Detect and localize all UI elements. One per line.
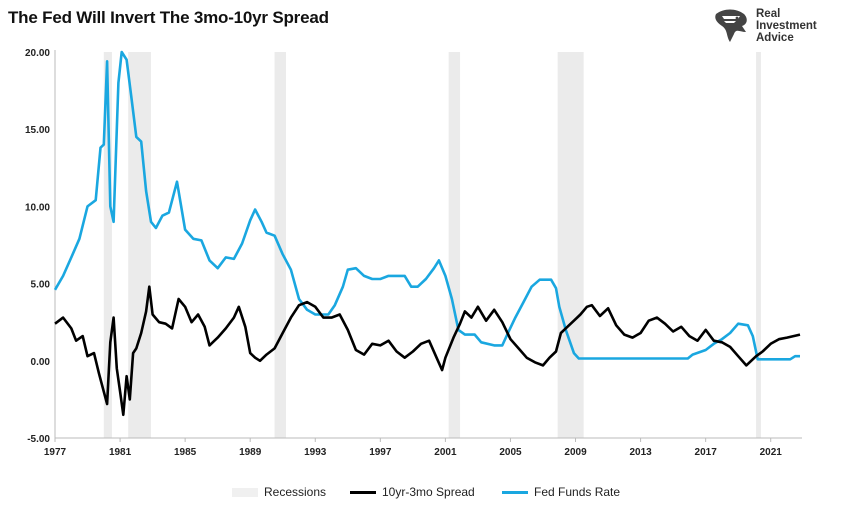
x-tick-label: 1997 (369, 447, 392, 458)
x-tick-label: 2005 (499, 447, 522, 458)
x-tick-label: 2001 (434, 447, 457, 458)
chart-title: The Fed Will Invert The 3mo-10yr Spread (8, 8, 329, 27)
x-tick-label: 2017 (695, 447, 718, 458)
legend-item-fed-funds: Fed Funds Rate (502, 485, 620, 499)
y-tick-label: 20.00 (25, 48, 50, 59)
logo-line-1: Real (756, 8, 781, 20)
legend-swatch-spread (350, 490, 376, 494)
legend-item-recessions: Recessions (232, 485, 326, 499)
logo-line-2: Investment (756, 20, 817, 32)
recession-band (557, 52, 584, 438)
x-tick-label: 1977 (44, 447, 67, 458)
y-tick-label: 15.00 (25, 125, 50, 136)
recession-band (448, 52, 461, 438)
recession-band (274, 52, 286, 438)
x-tick-label: 1993 (304, 447, 327, 458)
chart-legend: Recessions 10yr-3mo Spread Fed Funds Rat… (0, 485, 846, 505)
y-tick-label: -5.00 (27, 434, 50, 445)
logo-line-3: Advice (756, 32, 794, 44)
recession-bands (103, 52, 761, 438)
legend-label-fed-funds: Fed Funds Rate (534, 485, 621, 499)
legend-swatch-fed-funds (502, 490, 528, 494)
legend-item-spread: 10yr-3mo Spread (350, 485, 475, 499)
x-tick-label: 1989 (239, 447, 262, 458)
recession-band (103, 52, 112, 438)
legend-label-spread: 10yr-3mo Spread (382, 485, 475, 499)
y-tick-label: 0.00 (31, 357, 51, 368)
series-line-spread (54, 285, 801, 417)
eagle-head-icon (715, 9, 747, 42)
y-tick-label: 5.00 (31, 280, 51, 291)
legend-swatch-recessions (232, 487, 258, 497)
chart-series (53, 50, 801, 417)
series-line-fed-funds (53, 50, 800, 361)
x-tick-label: 1985 (174, 447, 197, 458)
recession-band (756, 52, 761, 438)
x-tick-label: 1981 (109, 447, 132, 458)
x-tick-label: 2009 (564, 447, 587, 458)
brand-logo: Real Investment Advice (712, 6, 832, 46)
legend-label-recessions: Recessions (264, 485, 327, 499)
x-tick-label: 2021 (760, 447, 783, 458)
x-tick-label: 2013 (629, 447, 652, 458)
y-tick-label: 10.00 (25, 202, 50, 213)
recession-band (128, 52, 151, 438)
chart-axes: 20.00 15.00 10.00 5.00 0.00 -5.00 1977 1981 1985… (25, 48, 802, 458)
